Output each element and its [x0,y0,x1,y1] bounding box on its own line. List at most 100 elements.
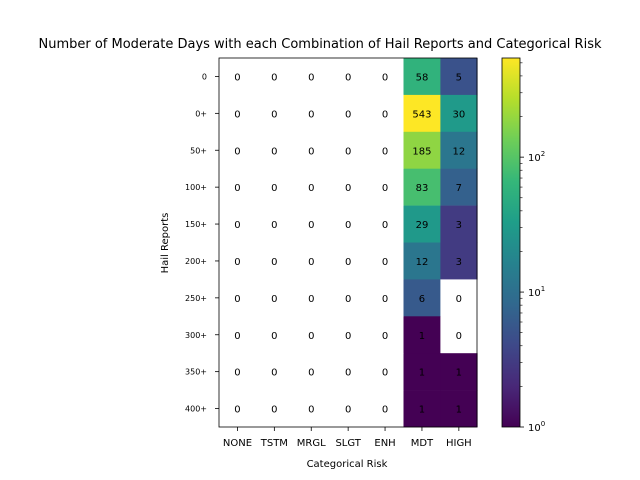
heatmap-cell [329,131,367,169]
heatmap-cell [403,205,441,243]
heatmap-cell [292,168,330,206]
cell-value-label: 0 [234,72,240,83]
colorbar [501,57,521,428]
heatmap-cell [403,390,441,428]
heatmap-cell [366,242,404,280]
heatmap-cell [329,390,367,428]
y-tick-label: 0+ [195,109,207,118]
cell-value-label: 0 [382,368,388,379]
cell-value-label: 0 [271,183,277,194]
heatmap-cell [329,279,367,317]
y-tick-label: 350+ [185,368,207,377]
x-tick-label: ENH [374,438,395,449]
cell-value-label: 0 [271,220,277,231]
heatmap-cell [255,279,294,317]
cell-value-label: 1 [456,368,462,379]
colorbar-tick-label: 102 [528,150,545,164]
colorbar-tick-label: 101 [528,285,545,299]
cell-value-label: 0 [382,109,388,120]
heatmap-cell [219,390,257,428]
heatmap-cell [366,316,404,354]
x-tick-label: MRGL [297,438,326,449]
heatmap-cell [292,390,330,428]
heatmap-cell [255,242,294,280]
heatmap-cell [440,242,478,280]
cell-value-label: 0 [234,109,240,120]
cell-value-label: 0 [308,294,314,305]
heatmap-cell [255,390,294,428]
heatmap-cell [219,353,257,391]
cell-value-label: 0 [382,405,388,416]
cell-value-label: 0 [456,331,462,342]
heatmap-cell [292,242,330,280]
colorbar-tick-label: 100 [528,420,545,434]
cell-value-label: 0 [345,72,351,83]
x-tick-label: HIGH [446,438,472,449]
cell-value-label: 1 [419,331,425,342]
heatmap-cell [329,58,367,96]
cell-value-label: 0 [345,220,351,231]
x-tick-label: MDT [411,438,434,449]
heatmap-cell [292,353,330,391]
heatmap-cells: 0 0 0 0 0 58 50 0 0 0 0 543 300 0 0 0 0 185 120 0 0 0 0 83 70 0 0 0… [219,58,478,428]
heatmap-cell [292,131,330,169]
cell-value-label: 0 [234,368,240,379]
x-axis-ticks: NONE TSTM MRGL SLGT ENH MDT HIGH [223,427,472,449]
heatmap-cell [440,390,478,428]
cell-value-label: 0 [382,220,388,231]
heatmap-cell [255,205,294,243]
cell-value-label: 0 [456,294,462,305]
cell-value-label: 0 [271,146,277,157]
y-axis-ticks: 0 0+ 50+ 100+ 150+ 200+ 250+ 300+ 350+ 400+ [185,72,219,414]
heatmap-cell [219,58,257,96]
cell-value-label: 543 [412,109,431,120]
heatmap-cell [329,316,367,354]
heatmap-cell [219,279,257,317]
x-tick-label: TSTM [260,438,288,449]
heatmap-cell [366,390,404,428]
heatmap-cell [219,94,257,133]
x-tick-label: NONE [223,438,252,449]
heatmap-cell [366,353,404,391]
cell-value-label: 0 [271,331,277,342]
cell-value-label: 0 [271,109,277,120]
cell-value-label: 3 [456,257,462,268]
y-tick-label: 50+ [190,146,207,155]
heatmap-cell [329,94,367,133]
heatmap-cell [403,279,441,317]
cell-value-label: 3 [456,220,462,231]
heatmap-cell [366,94,404,133]
heatmap-cell [366,168,404,206]
cell-value-label: 0 [308,183,314,194]
cell-value-label: 12 [452,146,465,157]
cell-value-label: 0 [271,72,277,83]
cell-value-label: 0 [271,257,277,268]
heatmap-cell [329,242,367,280]
cell-value-label: 0 [382,183,388,194]
cell-value-label: 12 [416,257,429,268]
cell-value-label: 0 [345,405,351,416]
heatmap-cell [366,279,404,317]
cell-value-label: 0 [345,331,351,342]
heatmap-cell [403,242,441,280]
cell-value-label: 0 [345,146,351,157]
cell-value-label: 7 [456,183,462,194]
cell-value-label: 0 [308,146,314,157]
cell-value-label: 0 [308,331,314,342]
heatmap-cell [403,316,441,354]
heatmap-cell [329,353,367,391]
heatmap-cell [219,131,257,169]
colorbar-ticks: 100 101 102 [520,62,545,434]
heatmap-cell [292,58,330,96]
cell-value-label: 29 [416,220,429,231]
heatmap-cell [440,279,478,317]
heatmap-cell [440,58,478,96]
cell-value-label: 0 [345,368,351,379]
cell-value-label: 0 [308,72,314,83]
heatmap-cell [255,94,294,133]
cell-value-label: 1 [456,405,462,416]
heatmap-cell [366,58,404,96]
cell-value-label: 0 [308,368,314,379]
cell-value-label: 0 [308,220,314,231]
